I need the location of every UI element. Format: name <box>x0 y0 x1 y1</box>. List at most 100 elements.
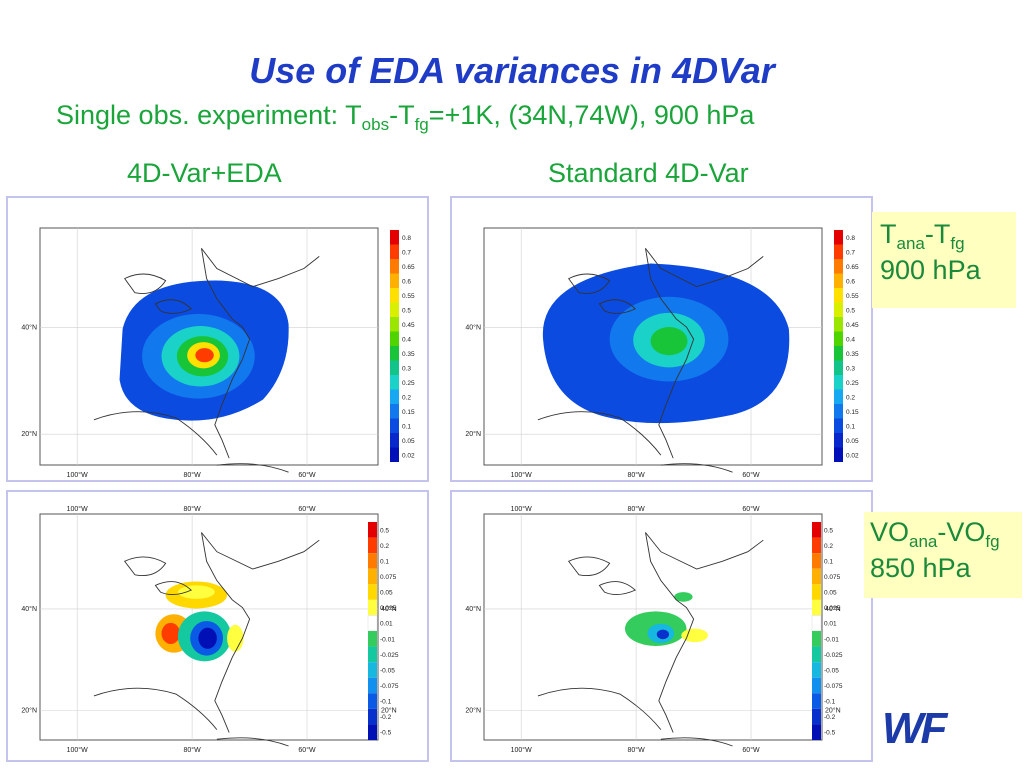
colorbar: 0.8 0.7 0.65 0.6 0.55 0.5 0.45 0.4 0.35 0.3 0.25 0.… <box>390 230 415 462</box>
label-temp-a-sub: ana <box>896 234 925 253</box>
great-lakes <box>123 273 193 314</box>
field-layer <box>155 581 244 662</box>
lat-tick-label-right: 40°N <box>381 605 397 613</box>
lon-tick-label: 60°W <box>298 746 316 754</box>
colorbar-label: 0.025 <box>380 605 397 612</box>
colorbar-swatch <box>390 404 399 419</box>
subtitle-suffix: =+1K, (34N,74W), 900 hPa <box>428 100 755 130</box>
label-vo-b: -VO <box>937 517 986 547</box>
colorbar-label: 0.01 <box>380 621 393 628</box>
colorbar-swatch <box>390 346 399 361</box>
colorbar-swatch <box>812 677 821 694</box>
colorbar-label: 0.25 <box>846 380 859 387</box>
colorbar-swatch <box>368 693 377 709</box>
colorbar-swatch <box>834 244 843 259</box>
colorbar-swatch <box>390 331 399 346</box>
colorbar-label: 0.2 <box>824 543 833 550</box>
label-vo-a-sub: ana <box>909 532 938 551</box>
lon-tick-label: 80°W <box>627 746 645 754</box>
contour-0.7 <box>195 348 214 363</box>
colorbar-swatch <box>368 522 377 538</box>
colorbar-label: 0.55 <box>846 293 859 300</box>
colorbar-swatch <box>812 724 821 740</box>
subtitle-prefix: Single obs. experiment: T <box>56 100 362 130</box>
colorbar-swatch <box>368 537 377 554</box>
lat-tick-label: 40°N <box>21 605 37 613</box>
colorbar-swatch <box>812 599 821 616</box>
gulf-coast <box>93 411 218 456</box>
lat-tick-label-right: 20°N <box>825 707 841 715</box>
label-vo-b-sub: fg <box>985 532 1000 551</box>
lon-tick-label-top: 80°W <box>627 505 645 513</box>
colorbar-label: 0.6 <box>402 278 411 285</box>
colorbar-swatch <box>390 418 399 433</box>
colorbar-label: -0.1 <box>824 699 836 706</box>
colorbar-label: 0.5 <box>402 307 411 314</box>
coastlines <box>537 532 764 747</box>
lat-tick-label: 40°N <box>21 324 37 332</box>
colorbar-label: -0.075 <box>824 683 843 690</box>
great-lakes <box>123 556 193 595</box>
colorbar-label: 0.25 <box>402 380 415 387</box>
colorbar-label: 0.01 <box>824 621 837 628</box>
label-temperature-increment: Tana-Tfg 900 hPa <box>872 212 1016 308</box>
coastline-east <box>645 532 695 733</box>
colorbar-swatch <box>368 677 377 694</box>
colorbar-swatch <box>834 259 843 274</box>
colorbar-label: 0.8 <box>402 235 411 242</box>
lon-tick-label: 100°W <box>511 746 532 754</box>
panel-top-right: 100°W 80°W 60°W 40°N 20°N 0.8 0.7 0.65 0.6 0.55 0.… <box>450 196 873 482</box>
lon-tick-label: 100°W <box>67 746 88 754</box>
slide-title: Use of EDA variances in 4DVar <box>249 50 775 91</box>
colorbar: 0.8 0.7 0.65 0.6 0.55 0.5 0.45 0.4 0.35 0.3 0.25 0.… <box>834 230 859 462</box>
colorbar-swatch <box>834 288 843 303</box>
colorbar-swatch <box>834 230 843 245</box>
vo-positive-west-core <box>161 622 180 645</box>
subtitle-mid: -T <box>389 100 415 130</box>
coastline-northeast <box>201 532 320 570</box>
colorbar-swatch <box>834 273 843 288</box>
colorbar-swatch <box>812 568 821 585</box>
colorbar-swatch <box>390 302 399 317</box>
colorbar-swatch <box>368 553 377 569</box>
lon-tick-label: 80°W <box>627 471 645 479</box>
colorbar-swatch <box>390 433 399 448</box>
colorbar-swatch <box>367 615 378 632</box>
lat-tick-label: 20°N <box>465 430 481 438</box>
colorbar-swatch <box>368 708 377 725</box>
caribbean-islands <box>660 737 733 747</box>
colorbar-label: 0.2 <box>380 543 389 550</box>
subtitle-sub-obs: obs <box>361 115 390 134</box>
caribbean-islands <box>216 463 289 473</box>
colorbar-label: 0.5 <box>380 527 389 534</box>
colorbar-label: 0.05 <box>846 438 859 445</box>
panel-top-left: 100°W 80°W 60°W 40°N 20°N 0.8 0.7 0.65 0.6 0.55 0.… <box>6 196 429 482</box>
colorbar-label: 0.15 <box>402 409 415 416</box>
colorbar-swatch <box>368 646 377 663</box>
lat-tick-label: 20°N <box>21 707 37 715</box>
colorbar-label: 0.1 <box>402 423 411 430</box>
colorbar-label: 0.1 <box>824 558 833 565</box>
colorbar-swatch <box>834 346 843 361</box>
lon-tick-label: 80°W <box>183 746 201 754</box>
colorbar-swatch <box>834 317 843 332</box>
gulf-coast <box>537 411 662 456</box>
coastline-east <box>201 248 251 459</box>
colorbar-swatch <box>390 273 399 288</box>
colorbar-label: 0.55 <box>402 293 415 300</box>
colorbar-swatch <box>368 568 377 585</box>
panel-bottom-right: 100°W 100°W 80°W 80°W 60°W 60°W 40°N 40°N 20°N 20… <box>450 490 873 762</box>
field-layer <box>119 280 289 421</box>
label-temp-b-sub: fg <box>950 234 965 253</box>
colorbar-label: 0.65 <box>846 264 859 271</box>
colorbar-label: -0.2 <box>824 714 836 721</box>
colorbar-label: -0.025 <box>824 652 843 659</box>
map-bottom-left: 100°W 100°W 80°W 80°W 60°W 60°W 40°N 40°N 20°N 20… <box>21 505 398 754</box>
coastline-northeast <box>645 248 764 288</box>
colorbar-label: 0.02 <box>402 452 415 459</box>
colorbar: 0.5 0.2 0.1 0.075 0.05 0.025 0.01 -0.01 -0.025 -0… <box>811 522 843 740</box>
colorbar-label: 0.7 <box>846 249 855 256</box>
ecmwf-logo: WF <box>882 704 947 753</box>
label-temp-b: -T <box>924 219 951 249</box>
gulf-coast <box>537 687 662 730</box>
